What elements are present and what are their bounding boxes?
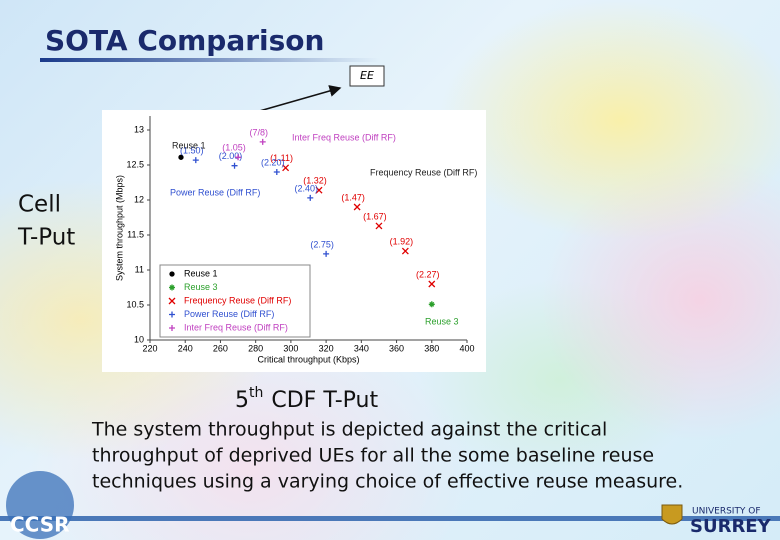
x-tick-label: 320 bbox=[319, 343, 334, 353]
annotation: Inter Freq Reuse (Diff RF) bbox=[292, 132, 396, 142]
y-tick-label: 11.5 bbox=[127, 229, 144, 239]
y-tick-label: 10 bbox=[134, 334, 144, 344]
caption-line: The system throughput is depicted agains… bbox=[91, 419, 607, 441]
legend-label: Inter Freq Reuse (Diff RF) bbox=[184, 322, 288, 332]
legend-marker bbox=[169, 311, 175, 318]
side-label: T-Put bbox=[17, 225, 75, 251]
point-label: (2.40) bbox=[295, 183, 319, 193]
label-part: CDF T-Put bbox=[271, 388, 378, 413]
point bbox=[353, 203, 361, 211]
point-label: (1.92) bbox=[390, 236, 414, 246]
x-tick-label: 220 bbox=[142, 343, 157, 353]
point-label: (1.05) bbox=[222, 143, 246, 153]
x-tick-label: 380 bbox=[424, 343, 439, 353]
legend-label: Reuse 1 bbox=[184, 268, 218, 278]
caption-line: techniques using a varying choice of eff… bbox=[92, 471, 683, 493]
y-tick-label: 13 bbox=[134, 124, 144, 134]
x-tick-label: 400 bbox=[459, 343, 474, 353]
right-logo: SURREY bbox=[690, 516, 772, 537]
legend-marker bbox=[169, 325, 175, 331]
title-rule bbox=[40, 58, 380, 62]
point bbox=[401, 247, 409, 255]
annotation: Frequency Reuse (Diff RF) bbox=[370, 167, 477, 177]
label-part: 5 bbox=[235, 388, 249, 413]
point bbox=[273, 169, 280, 175]
point-label: (2.00) bbox=[219, 151, 243, 161]
point bbox=[235, 154, 242, 161]
point-label: (2.20) bbox=[261, 157, 285, 167]
point-label: (1.50) bbox=[180, 145, 204, 155]
point bbox=[259, 138, 266, 145]
caption-line: throughput of deprived UEs for all the s… bbox=[92, 445, 654, 467]
point bbox=[178, 154, 184, 160]
annotation: Power Reuse (Diff RF) bbox=[170, 187, 260, 197]
point-label: (2.27) bbox=[416, 269, 440, 279]
globe-logo bbox=[6, 471, 74, 539]
legend-marker bbox=[168, 297, 176, 305]
annotation: Reuse 3 bbox=[425, 316, 459, 326]
point-label: (1.67) bbox=[363, 211, 387, 221]
point bbox=[192, 157, 199, 164]
footer-bar bbox=[0, 516, 780, 521]
point-label: (1.47) bbox=[341, 192, 365, 202]
slide-title: SOTA Comparison bbox=[45, 24, 324, 57]
annotation: Reuse 1 bbox=[172, 140, 206, 150]
point bbox=[323, 250, 330, 257]
y-tick-label: 11 bbox=[135, 264, 144, 274]
y-tick-label: 12.5 bbox=[126, 159, 144, 169]
x-side-label: 5th CDF T-Put bbox=[235, 385, 379, 413]
point bbox=[428, 301, 435, 308]
point-label: (7/8) bbox=[249, 127, 268, 137]
x-axis-label: Critical throughput (Kbps) bbox=[257, 354, 359, 364]
legend-label: Frequency Reuse (Diff RF) bbox=[184, 295, 291, 305]
x-tick-label: 360 bbox=[389, 343, 404, 353]
legend-label: Reuse 3 bbox=[184, 282, 218, 292]
point bbox=[375, 222, 383, 230]
callout-text: EE bbox=[360, 69, 374, 82]
x-tick-label: 260 bbox=[213, 343, 228, 353]
point bbox=[282, 164, 290, 172]
x-tick-label: 280 bbox=[248, 343, 263, 353]
point-label: (1.11) bbox=[270, 153, 293, 163]
chart: 10 10.5 11 11.5 12 12.5 13 220 240 260 280 300 320 34… bbox=[114, 116, 477, 364]
x-tick-label: 300 bbox=[283, 343, 298, 353]
point bbox=[315, 186, 323, 194]
point bbox=[307, 194, 314, 201]
right-logo: UNIVERSITY OF bbox=[692, 507, 761, 517]
legend-box bbox=[159, 264, 311, 338]
crest bbox=[661, 504, 683, 525]
legend-marker bbox=[169, 271, 175, 277]
side-label: Cell bbox=[18, 192, 61, 218]
legend-marker bbox=[169, 284, 175, 291]
point-label: (2.75) bbox=[310, 239, 334, 249]
callout-box bbox=[349, 65, 385, 87]
y-axis-label: System throughput (Mbps) bbox=[114, 175, 124, 281]
point bbox=[428, 280, 436, 288]
legend-label: Power Reuse (Diff RF) bbox=[184, 309, 274, 319]
label-sup: th bbox=[249, 385, 263, 401]
left-logo: CCSR bbox=[10, 513, 70, 537]
x-tick-label: 240 bbox=[178, 343, 193, 353]
point bbox=[231, 162, 238, 169]
y-tick-label: 10.5 bbox=[126, 299, 144, 309]
x-tick-label: 340 bbox=[354, 343, 369, 353]
point-label: (1.32) bbox=[303, 176, 327, 186]
y-tick-label: 12 bbox=[134, 194, 144, 204]
